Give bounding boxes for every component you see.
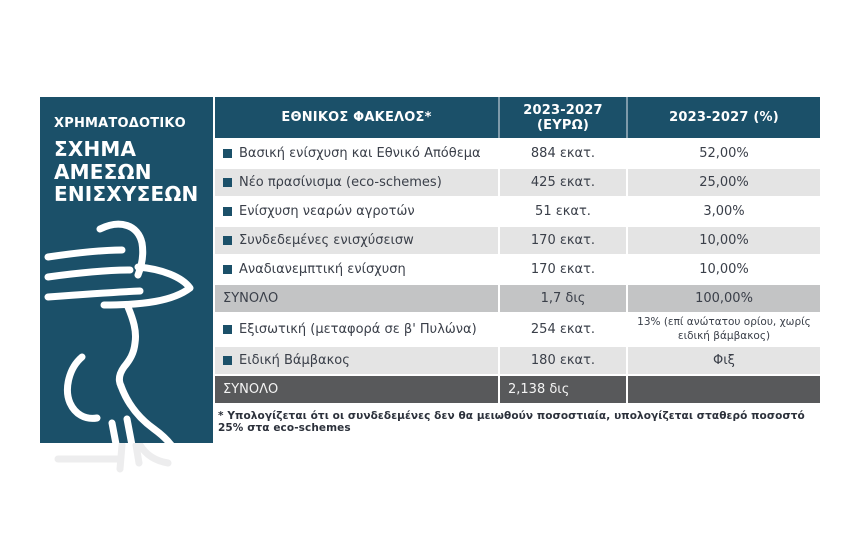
data-table: ΕΘΝΙΚΟΣ ΦΑΚΕΛΟΣ* 2023-2027 (ΕΥΡΩ) 2023-202… (215, 97, 820, 434)
row-value: 884 εκατ. (500, 140, 626, 167)
table-row: Συνδεδεμένες ενισχύσεισw 170 εκατ. 10,00% (215, 227, 820, 254)
row-label-cell: Εξισωτική (μεταφορά σε β' Πυλώνα) (215, 314, 498, 346)
panel-title-line-3: ΕΝΙΣΧΥΣΕΩΝ (54, 182, 199, 207)
row-value: 1,7 δις (500, 285, 626, 312)
row-label: Ειδική Βάμβακος (239, 353, 350, 369)
bullet-square-icon (223, 149, 232, 158)
row-value: 51 εκατ. (500, 198, 626, 225)
row-value: 170 εκατ. (500, 227, 626, 254)
row-value: 2,138 δις (500, 376, 626, 404)
row-label: Αναδιανεμπτική ενίσχυση (239, 262, 406, 277)
table-row: Ενίσχυση νεαρών αγροτών 51 εκατ. 3,00% (215, 198, 820, 225)
header-cell-2: 2023-2027 (%) (628, 97, 820, 138)
row-label-cell: ΣΥΝΟΛΟ (215, 376, 498, 404)
row-label-cell: Αναδιανεμπτική ενίσχυση (215, 256, 498, 283)
row-label: Ενίσχυση νεαρών αγροτών (239, 204, 415, 219)
row-label-cell: Ειδική Βάμβακος (215, 347, 498, 375)
farmer-hat-line-art-icon (44, 220, 194, 443)
bullet-square-icon (223, 178, 232, 187)
row-label: ΣΥΝΟΛΟ (223, 291, 279, 306)
row-label: Συνδεδεμένες ενισχύσεισw (239, 233, 414, 248)
title-panel: ΧΡΗΜΑΤΟΔΟΤΙΚΟ ΣΧΗΜΑ ΑΜΕΣΩΝ ΕΝΙΣΧΥΣΕΩΝ (40, 97, 213, 443)
bullet-square-icon (223, 207, 232, 216)
row-percent (628, 376, 820, 404)
table-row: Αναδιανεμπτική ενίσχυση 170 εκατ. 10,00% (215, 256, 820, 283)
row-percent: 100,00% (628, 285, 820, 312)
row-label-cell: Ενίσχυση νεαρών αγροτών (215, 198, 498, 225)
header-cell-1: 2023-2027 (ΕΥΡΩ) (500, 97, 626, 138)
row-value: 170 εκατ. (500, 256, 626, 283)
bullet-square-icon (223, 265, 232, 274)
row-percent: 3,00% (628, 198, 820, 225)
table-row: Νέο πρασίνισμα (eco-schemes) 425 εκατ. 25,… (215, 169, 820, 196)
row-label: Βασική ενίσχυση και Εθνικό Απόθεμα (239, 146, 481, 161)
row-value: 180 εκατ. (500, 347, 626, 375)
row-label: ΣΥΝΟΛΟ (223, 382, 279, 398)
panel-kicker: ΧΡΗΜΑΤΟΔΟΤΙΚΟ (54, 116, 186, 131)
table-row: ΣΥΝΟΛΟ 1,7 δις 100,00% (215, 285, 820, 312)
table-row: Εξισωτική (μεταφορά σε β' Πυλώνα) 254 εκα… (215, 314, 820, 346)
table-row: ΣΥΝΟΛΟ 2,138 δις (215, 376, 820, 404)
bullet-square-icon (223, 236, 232, 245)
farmer-icon-faded-continuation (54, 443, 172, 473)
row-percent: 13% (επί ανώτατου ορίου, χωρίς ειδική βά… (628, 314, 820, 346)
row-value: 254 εκατ. (500, 314, 626, 346)
table-body: Βασική ενίσχυση και Εθνικό Απόθεμα 884 εκ… (215, 140, 820, 404)
row-label-cell: Νέο πρασίνισμα (eco-schemes) (215, 169, 498, 196)
row-percent: 10,00% (628, 227, 820, 254)
panel-title-line-1: ΣΧΗΜΑ (54, 137, 137, 161)
table-footnote: * Υπολογίζεται ότι οι συνδεδεμένες δεν θ… (218, 410, 805, 435)
table-row: Βασική ενίσχυση και Εθνικό Απόθεμα 884 εκ… (215, 140, 820, 167)
row-label-cell: Συνδεδεμένες ενισχύσεισw (215, 227, 498, 254)
row-label: Νέο πρασίνισμα (eco-schemes) (239, 175, 442, 190)
row-percent: Φιξ (628, 347, 820, 375)
panel-title-line-2: ΑΜΕΣΩΝ (54, 159, 152, 184)
bullet-square-icon (223, 356, 232, 366)
row-percent: 25,00% (628, 169, 820, 196)
table-row: Ειδική Βάμβακος 180 εκατ. Φιξ (215, 347, 820, 375)
table-header: ΕΘΝΙΚΟΣ ΦΑΚΕΛΟΣ* 2023-2027 (ΕΥΡΩ) 2023-202… (215, 97, 820, 138)
row-label-cell: Βασική ενίσχυση και Εθνικό Απόθεμα (215, 140, 498, 167)
header-cell-0: ΕΘΝΙΚΟΣ ΦΑΚΕΛΟΣ* (215, 97, 498, 138)
panel-title: ΣΧΗΜΑ ΑΜΕΣΩΝ ΕΝΙΣΧΥΣΕΩΝ (54, 138, 200, 206)
row-label-cell: ΣΥΝΟΛΟ (215, 285, 498, 312)
row-percent: 10,00% (628, 256, 820, 283)
row-value: 425 εκατ. (500, 169, 626, 196)
row-percent: 52,00% (628, 140, 820, 167)
bullet-square-icon (223, 325, 232, 335)
row-label: Εξισωτική (μεταφορά σε β' Πυλώνα) (239, 322, 477, 338)
